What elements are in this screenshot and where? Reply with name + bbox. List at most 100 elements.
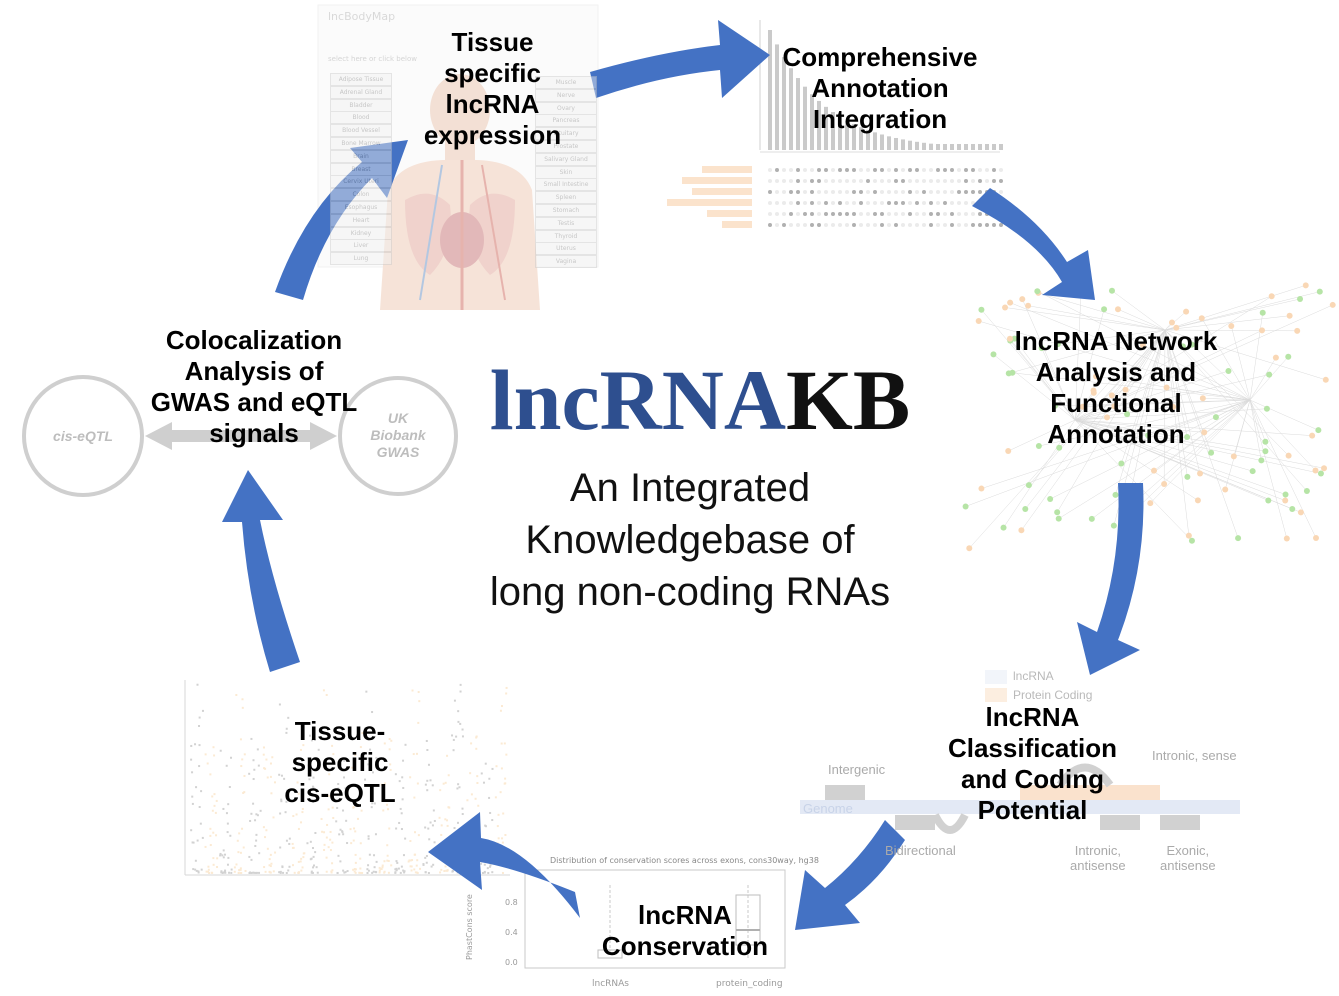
upset-dot xyxy=(845,212,849,216)
manhattan-point xyxy=(387,871,390,874)
upset-dot xyxy=(859,201,863,205)
manhattan-point xyxy=(269,762,272,765)
upset-dot xyxy=(845,201,849,205)
manhattan-point xyxy=(373,866,376,869)
conservation-boxplot xyxy=(524,869,786,969)
manhattan-point xyxy=(212,831,215,834)
upset-bar xyxy=(775,44,779,150)
manhattan-point xyxy=(483,863,486,866)
upset-dot xyxy=(999,168,1003,172)
network-node xyxy=(1322,376,1329,383)
upset-dot xyxy=(775,168,779,172)
upset-dot xyxy=(950,223,954,227)
manhattan-point xyxy=(243,753,246,756)
manhattan-point xyxy=(409,840,412,843)
manhattan-point xyxy=(470,742,473,745)
manhattan-point xyxy=(236,839,239,842)
manhattan-point xyxy=(461,728,464,731)
network-edge xyxy=(1025,329,1166,510)
logo-kb-part: KB xyxy=(785,352,911,448)
manhattan-point xyxy=(249,819,252,822)
manhattan-point xyxy=(312,800,315,803)
network-node xyxy=(1188,341,1195,348)
manhattan-point xyxy=(475,747,478,750)
manhattan-point xyxy=(458,786,461,789)
manhattan-point xyxy=(194,868,197,871)
network-node xyxy=(1228,322,1235,329)
upset-dot xyxy=(957,190,961,194)
upset-dot xyxy=(810,190,814,194)
manhattan-point xyxy=(312,855,315,858)
manhattan-point xyxy=(505,753,508,756)
upset-dot xyxy=(894,212,898,216)
manhattan-point xyxy=(366,868,369,871)
upset-dot xyxy=(775,179,779,183)
upset-dot xyxy=(859,190,863,194)
network-edge xyxy=(1059,329,1166,448)
network-edge xyxy=(1224,399,1251,490)
upset-dot xyxy=(922,179,926,183)
upset-dot xyxy=(817,179,821,183)
manhattan-point xyxy=(235,863,238,866)
upset-dot xyxy=(852,179,856,183)
manhattan-point xyxy=(220,870,223,873)
upset-hbar xyxy=(667,199,752,206)
manhattan-point xyxy=(264,767,267,770)
network-edge xyxy=(1164,329,1298,332)
manhattan-point xyxy=(239,868,242,871)
manhattan-point xyxy=(268,870,271,873)
upset-bar xyxy=(950,144,954,150)
manhattan-point xyxy=(221,854,224,857)
legend-lncrna: lncRNA xyxy=(1013,669,1054,683)
step-network: lncRNA Network Analysis and Functional A… xyxy=(1014,326,1218,449)
manhattan-point xyxy=(285,839,288,842)
network-node xyxy=(1093,373,1100,380)
network-node xyxy=(1208,449,1215,456)
manhattan-point xyxy=(196,839,199,842)
manhattan-point xyxy=(249,871,252,874)
manhattan-point xyxy=(227,803,230,806)
tissue-button: Prostate xyxy=(535,140,597,153)
network-node xyxy=(1321,465,1328,472)
manhattan-point xyxy=(383,860,386,863)
manhattan-point xyxy=(211,795,214,798)
network-node xyxy=(1168,319,1175,326)
manhattan-point xyxy=(339,763,342,766)
upset-dot xyxy=(838,168,842,172)
manhattan-point xyxy=(192,841,195,844)
manhattan-point xyxy=(401,798,404,801)
manhattan-point xyxy=(198,725,201,728)
manhattan-point xyxy=(491,767,494,770)
manhattan-point xyxy=(198,765,201,768)
upset-dot xyxy=(789,168,793,172)
manhattan-point xyxy=(475,735,478,738)
manhattan-point xyxy=(411,859,414,862)
manhattan-point xyxy=(190,758,193,761)
upset-dot xyxy=(810,179,814,183)
tissue-button: Skin xyxy=(535,165,597,179)
upset-dot xyxy=(838,179,842,183)
tissue-button: Adrenal Gland xyxy=(330,85,392,99)
manhattan-point xyxy=(394,871,397,874)
manhattan-point xyxy=(390,864,393,867)
manhattan-point xyxy=(237,851,240,854)
upset-dot xyxy=(831,179,835,183)
manhattan-point xyxy=(501,837,504,840)
network-edge xyxy=(1164,298,1301,331)
step-classification: lncRNA Classification and Coding Potenti… xyxy=(947,702,1118,825)
manhattan-point xyxy=(233,866,236,869)
network-edge xyxy=(1074,370,1229,421)
network-node xyxy=(966,545,973,552)
network-edge xyxy=(1074,419,1286,501)
upset-dot xyxy=(950,190,954,194)
manhattan-point xyxy=(291,846,294,849)
network-edge xyxy=(1164,329,1326,381)
manhattan-point xyxy=(195,869,198,872)
upset-dot xyxy=(775,212,779,216)
upset-dot xyxy=(908,223,912,227)
upset-dot xyxy=(789,190,793,194)
upset-bar xyxy=(838,116,842,150)
upset-dot xyxy=(789,223,793,227)
upset-dot xyxy=(964,223,968,227)
manhattan-point xyxy=(250,737,253,740)
